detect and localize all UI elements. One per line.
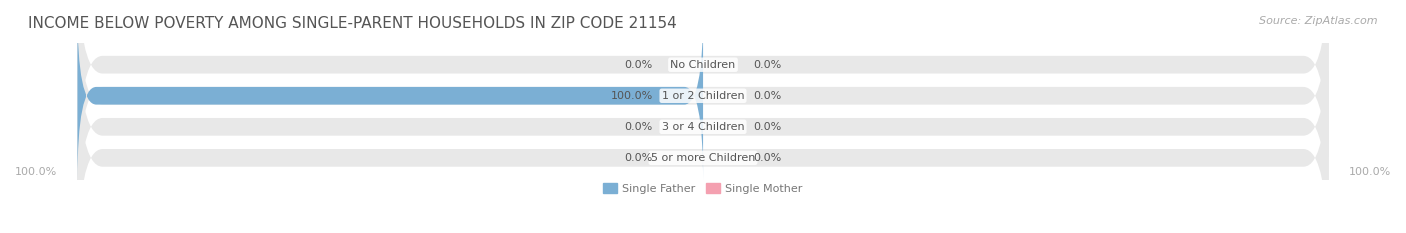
Text: 0.0%: 0.0% xyxy=(754,60,782,70)
Text: 0.0%: 0.0% xyxy=(754,122,782,132)
FancyBboxPatch shape xyxy=(77,0,1329,211)
FancyBboxPatch shape xyxy=(77,42,1329,233)
FancyBboxPatch shape xyxy=(77,0,1329,180)
Text: 3 or 4 Children: 3 or 4 Children xyxy=(662,122,744,132)
Text: INCOME BELOW POVERTY AMONG SINGLE-PARENT HOUSEHOLDS IN ZIP CODE 21154: INCOME BELOW POVERTY AMONG SINGLE-PARENT… xyxy=(28,16,676,31)
Text: 5 or more Children: 5 or more Children xyxy=(651,153,755,163)
Text: 100.0%: 100.0% xyxy=(1348,167,1391,177)
FancyBboxPatch shape xyxy=(77,11,1329,233)
Text: 100.0%: 100.0% xyxy=(15,167,58,177)
FancyBboxPatch shape xyxy=(77,11,703,180)
Text: 0.0%: 0.0% xyxy=(754,153,782,163)
Text: No Children: No Children xyxy=(671,60,735,70)
Text: Source: ZipAtlas.com: Source: ZipAtlas.com xyxy=(1260,16,1378,26)
Text: 0.0%: 0.0% xyxy=(754,91,782,101)
Text: 0.0%: 0.0% xyxy=(624,122,652,132)
Text: 100.0%: 100.0% xyxy=(610,91,652,101)
Legend: Single Father, Single Mother: Single Father, Single Mother xyxy=(599,179,807,199)
Text: 1 or 2 Children: 1 or 2 Children xyxy=(662,91,744,101)
Text: 0.0%: 0.0% xyxy=(624,60,652,70)
Text: 0.0%: 0.0% xyxy=(624,153,652,163)
